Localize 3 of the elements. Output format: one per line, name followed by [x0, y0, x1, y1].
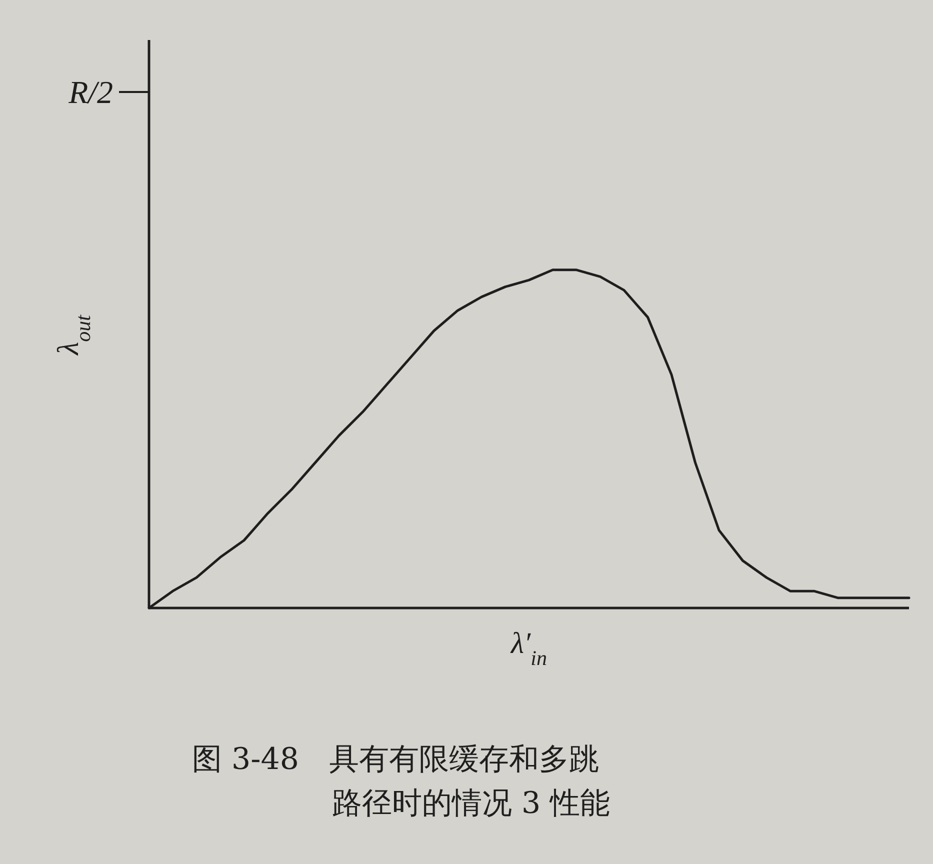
text: R/2 [68, 74, 113, 110]
caption: 图 3-48 具有有限缓存和多跳路径时的情况 3 性能 [192, 741, 612, 823]
x-axis-title: λ′$_{in}$ [510, 627, 547, 670]
